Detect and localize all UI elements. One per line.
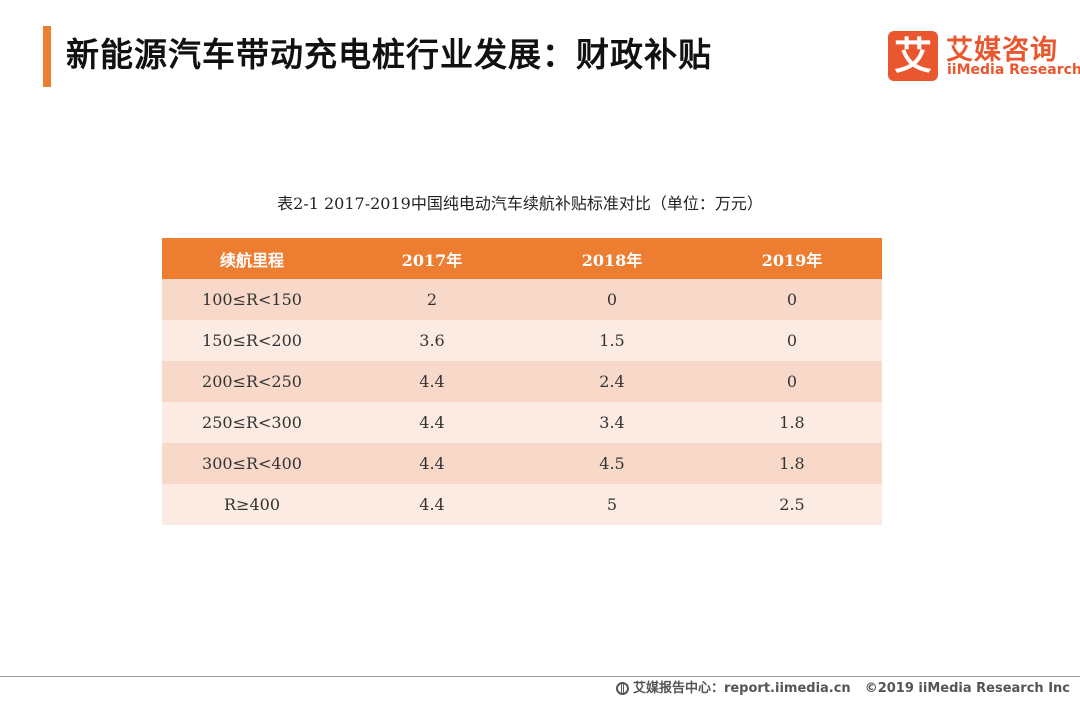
title-accent-bar	[43, 26, 51, 87]
value-cell: 2.4	[522, 361, 702, 402]
column-header-2017: 2017年	[342, 238, 522, 279]
page-title: 新能源汽车带动充电桩行业发展：财政补贴	[66, 35, 712, 74]
value-cell: 1.8	[702, 402, 882, 443]
footer-divider	[0, 676, 1080, 677]
value-cell: 4.4	[342, 361, 522, 402]
footer-copyright: ©2019 iiMedia Research Inc	[864, 681, 1070, 696]
value-cell: 0	[702, 361, 882, 402]
value-cell: 1.5	[522, 320, 702, 361]
table-row: 250≤R<300 4.4 3.4 1.8	[162, 402, 882, 443]
range-cell: 250≤R<300	[162, 402, 342, 443]
logo-mark-icon: 艾	[888, 31, 938, 81]
value-cell: 4.4	[342, 402, 522, 443]
column-header-2019: 2019年	[702, 238, 882, 279]
value-cell: 0	[522, 279, 702, 320]
value-cell: 3.6	[342, 320, 522, 361]
subsidy-table: 续航里程 2017年 2018年 2019年 100≤R<150 2 0 0 1…	[162, 238, 882, 525]
column-header-range: 续航里程	[162, 238, 342, 279]
value-cell: 3.4	[522, 402, 702, 443]
value-cell: 4.4	[342, 484, 522, 525]
iimedia-logo: 艾 艾媒咨询 iiMedia Research	[888, 31, 1080, 81]
table-row: 200≤R<250 4.4 2.4 0	[162, 361, 882, 402]
globe-icon	[615, 682, 629, 695]
value-cell: 2	[342, 279, 522, 320]
table-header-row: 续航里程 2017年 2018年 2019年	[162, 238, 882, 279]
range-cell: 100≤R<150	[162, 279, 342, 320]
value-cell: 0	[702, 279, 882, 320]
table-row: 150≤R<200 3.6 1.5 0	[162, 320, 882, 361]
range-cell: 300≤R<400	[162, 443, 342, 484]
logo-name-en: iiMedia Research	[947, 62, 1080, 78]
table-caption: 表2-1 2017-2019中国纯电动汽车续航补贴标准对比（单位：万元）	[277, 194, 763, 213]
table-row: 100≤R<150 2 0 0	[162, 279, 882, 320]
value-cell: 4.4	[342, 443, 522, 484]
value-cell: 5	[522, 484, 702, 525]
logo-name-cn: 艾媒咨询	[946, 35, 1058, 66]
range-cell: 150≤R<200	[162, 320, 342, 361]
table-row: 300≤R<400 4.4 4.5 1.8	[162, 443, 882, 484]
value-cell: 0	[702, 320, 882, 361]
footer-source: 艾媒报告中心：report.iimedia.cn	[632, 681, 851, 696]
range-cell: R≥400	[162, 484, 342, 525]
value-cell: 2.5	[702, 484, 882, 525]
column-header-2018: 2018年	[522, 238, 702, 279]
footer: 艾媒报告中心：report.iimedia.cn ©2019 iiMedia Re…	[615, 678, 1070, 700]
value-cell: 4.5	[522, 443, 702, 484]
range-cell: 200≤R<250	[162, 361, 342, 402]
table-row: R≥400 4.4 5 2.5	[162, 484, 882, 525]
value-cell: 1.8	[702, 443, 882, 484]
